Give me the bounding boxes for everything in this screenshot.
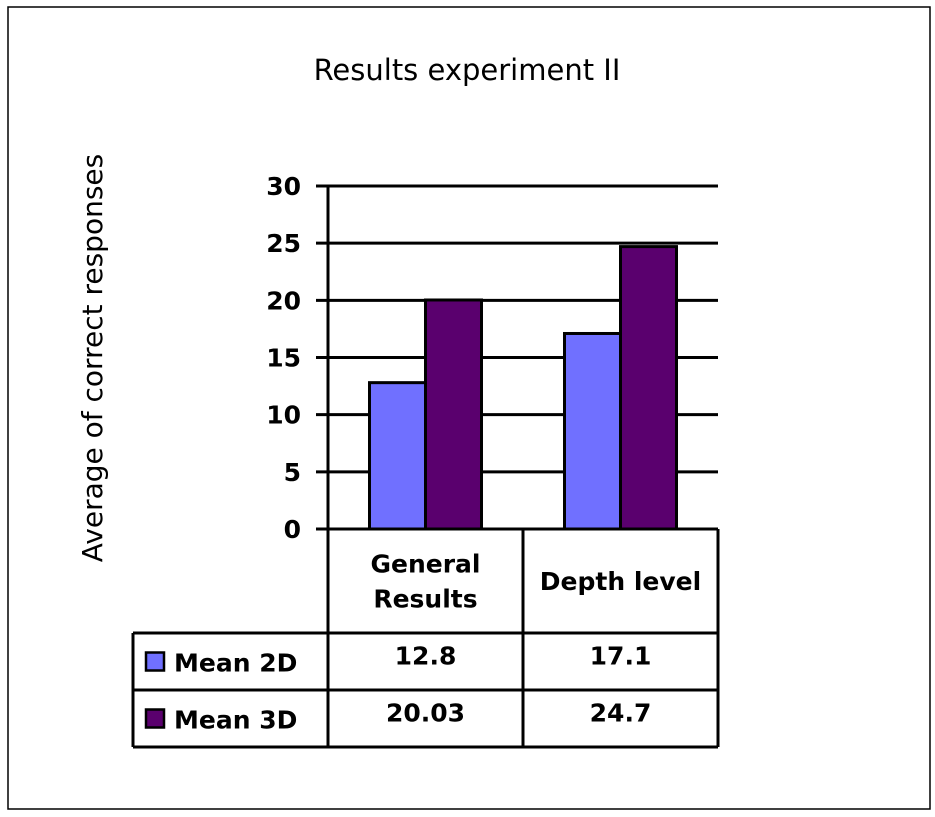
bar-mean-2d (563, 331, 622, 531)
chart-title: Results experiment II (314, 53, 621, 87)
bar-mean-3d (619, 245, 678, 531)
category-label: Depth level (540, 567, 701, 596)
bar-mean-2d (368, 381, 427, 531)
axes: 0 5 10 15 20 25 30 (266, 172, 330, 544)
y-tick-label: 30 (266, 172, 301, 201)
y-tick-label: 20 (266, 286, 301, 315)
y-tick-label: 0 (284, 515, 301, 544)
legend-label: Mean 3D (174, 706, 297, 735)
category-label: General (371, 550, 481, 579)
category-label: Results (373, 585, 477, 614)
data-value: 20.03 (386, 699, 465, 728)
data-value: 17.1 (590, 642, 652, 671)
y-tick-label: 15 (266, 344, 301, 373)
data-table: General Results Depth level Mean 2D 12.8 17.1… (131, 527, 720, 749)
y-tick-label: 5 (284, 458, 301, 487)
bars (368, 245, 678, 531)
y-tick-label: 25 (266, 229, 301, 258)
y-axis-label: Average of correct responses (76, 154, 109, 562)
legend-key (144, 651, 166, 672)
legend-key (144, 708, 166, 729)
y-tick-label: 10 (266, 401, 301, 430)
legend-label: Mean 2D (174, 649, 297, 678)
bar-mean-3d (424, 298, 483, 531)
data-value: 24.7 (590, 699, 652, 728)
data-value: 12.8 (395, 642, 457, 671)
